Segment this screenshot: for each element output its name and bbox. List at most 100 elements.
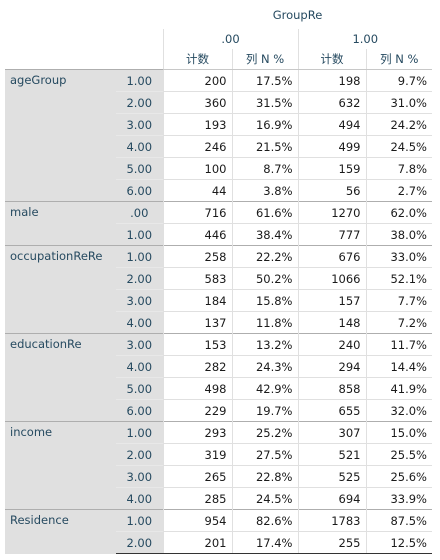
level-label: 4.00 (116, 487, 163, 510)
level-label: 4.00 (116, 311, 163, 334)
variable-name: Residence (5, 509, 116, 554)
level-label: .00 (116, 201, 163, 224)
cell-value: 498 (162, 377, 232, 400)
cell-value: 11.7% (365, 333, 432, 356)
table-row: 5.00 498 42.9% 858 41.9% (5, 377, 432, 400)
cell-value: 61.6% (231, 201, 298, 224)
cell-value: 22.8% (231, 465, 298, 488)
level-label: 4.00 (116, 355, 163, 378)
table-row: 4.00 246 21.5% 499 24.5% (5, 135, 432, 158)
level-label: 4.00 (116, 135, 163, 158)
cell-value: 9.7% (365, 69, 432, 92)
variable-name: occupationReRe (5, 245, 116, 334)
cell-value: 148 (297, 311, 366, 334)
cell-value: 229 (162, 399, 232, 422)
crosstab: GroupRe .00 1.00 计数列 N % 计数列 N % ageGroup 1.00… (5, 1, 432, 554)
cell-value: 655 (297, 399, 366, 422)
column-header: 计数 (162, 49, 232, 70)
cell-value: 632 (297, 91, 366, 114)
cell-value: 33.9% (365, 487, 432, 510)
cell-value: 157 (297, 289, 366, 312)
cell-value: 62.0% (365, 201, 432, 224)
cell-value: 716 (162, 201, 232, 224)
level-label: 1.00 (116, 245, 163, 268)
cell-value: 38.4% (231, 223, 298, 246)
cell-value: 255 (297, 531, 366, 554)
variable-name: male (5, 201, 116, 246)
table-row: 1.00 446 38.4% 777 38.0% (5, 223, 432, 246)
level-label: 6.00 (116, 179, 163, 202)
cell-value: 777 (297, 223, 366, 246)
table-row: male .00 716 61.6% 1270 62.0% (5, 201, 432, 246)
cell-value: 285 (162, 487, 232, 510)
cell-value: 521 (297, 443, 366, 466)
cell-value: 258 (162, 245, 232, 268)
table-row: 2.00 319 27.5% 521 25.5% (5, 443, 432, 466)
cell-value: 159 (297, 157, 366, 180)
cell-value: 33.0% (365, 245, 432, 268)
cell-value: 31.5% (231, 91, 298, 114)
level-label: 5.00 (116, 157, 163, 180)
cell-value: 15.0% (365, 421, 432, 444)
cell-value: 52.1% (365, 267, 432, 290)
cell-value: 24.3% (231, 355, 298, 378)
cell-value: 22.2% (231, 245, 298, 268)
table-row: 6.00 229 19.7% 655 32.0% (5, 399, 432, 422)
cell-value: 14.4% (365, 355, 432, 378)
table-row: 2.00 360 31.5% 632 31.0% (5, 91, 432, 114)
cell-value: 100 (162, 157, 232, 180)
cell-value: 25.2% (231, 421, 298, 444)
cell-value: 360 (162, 91, 232, 114)
cell-value: 265 (162, 465, 232, 488)
cell-value: 525 (297, 465, 366, 488)
cell-value: 282 (162, 355, 232, 378)
cell-value: 137 (162, 311, 232, 334)
variable-name: ageGroup (5, 69, 116, 202)
column-header: 列 N % (231, 49, 298, 70)
table-row: income 1.00 293 25.2% 307 15.0% (5, 421, 432, 510)
column-header: 列 N % (365, 49, 432, 70)
cell-value: 24.5% (365, 135, 432, 158)
table-row: 2.00 201 17.4% 255 12.5% (5, 531, 432, 554)
table-row: educationRe 3.00 153 13.2% 240 11.7% (5, 333, 432, 422)
cell-value: 1783 (297, 509, 366, 532)
group-header: .00 (162, 29, 298, 49)
cell-value: 446 (162, 223, 232, 246)
cell-value: 56 (297, 179, 366, 202)
cell-value: 1066 (297, 267, 366, 290)
cell-value: 7.7% (365, 289, 432, 312)
table-row: 3.00 184 15.8% 157 7.7% (5, 289, 432, 312)
cell-value: 25.5% (365, 443, 432, 466)
cell-value: 24.5% (231, 487, 298, 510)
cell-value: 184 (162, 289, 232, 312)
cell-value: 307 (297, 421, 366, 444)
cell-value: 294 (297, 355, 366, 378)
cell-value: 38.0% (365, 223, 432, 246)
cell-value: 153 (162, 333, 232, 356)
corner (5, 49, 163, 70)
cell-value: 13.2% (231, 333, 298, 356)
table-row: 4.00 137 11.8% 148 7.2% (5, 311, 432, 334)
level-label: 1.00 (116, 69, 163, 92)
table-row: .00 1.00 (5, 29, 432, 49)
cell-value: 319 (162, 443, 232, 466)
cell-value: 42.9% (231, 377, 298, 400)
level-label: 2.00 (116, 531, 163, 554)
table-row: 计数列 N % 计数列 N % (5, 49, 432, 70)
cell-value: 858 (297, 377, 366, 400)
cell-value: 2.7% (365, 179, 432, 202)
table-row: Residence 1.00 954 82.6% 1783 87.5% (5, 509, 432, 554)
cell-value: 954 (162, 509, 232, 532)
cell-value: 198 (297, 69, 366, 92)
cell-value: 1270 (297, 201, 366, 224)
level-label: 2.00 (116, 443, 163, 466)
level-label: 3.00 (116, 113, 163, 136)
level-label: 2.00 (116, 91, 163, 114)
level-label: 3.00 (116, 465, 163, 488)
cell-value: 3.8% (231, 179, 298, 202)
variable-name: educationRe (5, 333, 116, 422)
table-row: 3.00 265 22.8% 525 25.6% (5, 465, 432, 488)
table-row: 4.00 282 24.3% 294 14.4% (5, 355, 432, 378)
cell-value: 82.6% (231, 509, 298, 532)
